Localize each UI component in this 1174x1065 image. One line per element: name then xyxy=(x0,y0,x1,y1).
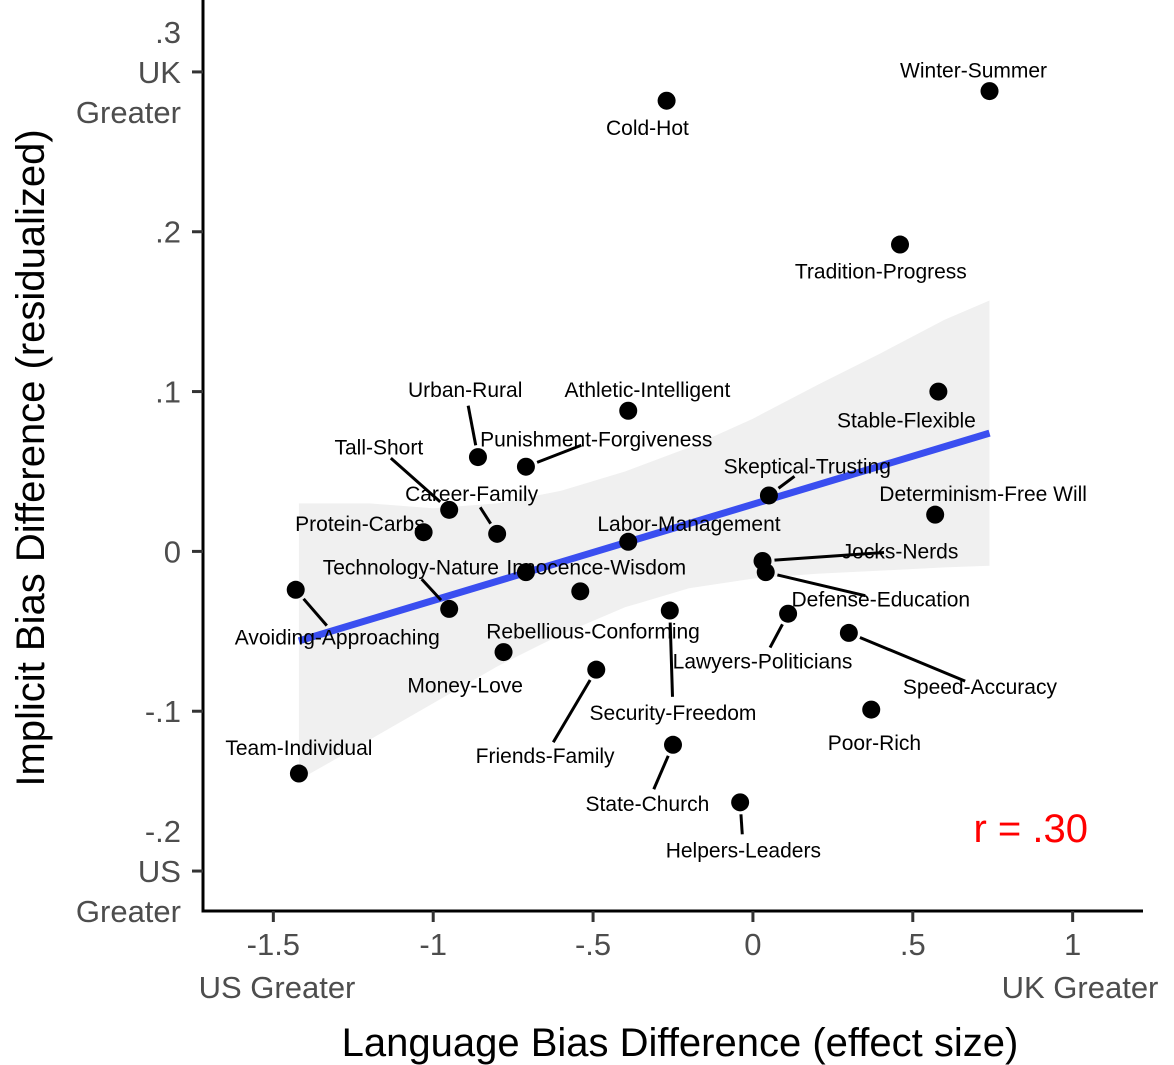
point-label: Protein-Carbs. xyxy=(295,513,430,536)
x-tick-label: -1 xyxy=(419,927,447,962)
x-tick-label: .5 xyxy=(900,927,926,962)
leader-line xyxy=(302,597,328,627)
y-tick-label: 0 xyxy=(164,534,181,569)
data-point xyxy=(926,505,945,524)
point-labels-layer: Winter-Summer Cold-Hot Tradition-Progress A… xyxy=(225,59,1087,862)
y-tick-label: -.1 xyxy=(145,694,181,729)
data-point xyxy=(619,401,638,420)
axes-layer: -1.5 -1 -.5 0 .5 1 .3 UK Greater .2 .1 0 -.1 -.2 US Gre… xyxy=(76,0,1143,962)
data-point xyxy=(488,524,507,543)
point-label: Money-Love xyxy=(407,675,523,698)
leader-line xyxy=(478,506,492,525)
point-label: Friends-Family xyxy=(476,745,615,768)
point-label: Defense-Education xyxy=(792,588,971,611)
leader-line xyxy=(551,679,592,743)
data-point xyxy=(440,599,459,618)
y-tick-label: .3 UK Greater xyxy=(76,15,181,130)
y-tick-label: -.2 US Greater xyxy=(76,814,181,929)
point-label: Poor-Rich xyxy=(828,732,921,755)
data-point xyxy=(657,91,676,110)
fit-line-layer xyxy=(297,429,991,645)
point-label: Labor-Management xyxy=(597,513,780,536)
data-point xyxy=(494,643,513,662)
leader-line xyxy=(774,551,885,562)
data-point xyxy=(660,601,679,620)
leader-line xyxy=(652,755,670,790)
leader-line xyxy=(777,573,866,598)
x-tick-label: 1 xyxy=(1064,927,1081,962)
point-label: Tradition-Progress xyxy=(795,261,967,284)
leader-line xyxy=(739,814,744,835)
stat-annotation: r = .30 xyxy=(973,807,1088,851)
data-point xyxy=(759,486,778,505)
data-point xyxy=(839,623,858,642)
point-label: Speed-Accuracy xyxy=(903,676,1058,699)
x-side-label-right: UK Greater xyxy=(1002,970,1159,1005)
data-point xyxy=(862,700,881,719)
leader-line xyxy=(668,622,674,697)
data-point xyxy=(440,500,459,519)
data-point xyxy=(779,604,798,623)
leader-line xyxy=(389,456,442,504)
leader-line xyxy=(859,636,966,683)
point-label: Urban-Rural xyxy=(408,379,522,402)
x-tick-label: -1.5 xyxy=(247,927,300,962)
x-tick-label: 0 xyxy=(744,927,761,962)
data-point xyxy=(286,580,305,599)
point-label: Jocks-Nerds xyxy=(842,540,959,563)
point-label: State-Church xyxy=(586,793,710,816)
data-point xyxy=(891,235,910,254)
leader-line xyxy=(768,623,784,649)
point-label: Stable-Flexible xyxy=(837,409,976,432)
leader-line xyxy=(536,443,582,464)
leader-line xyxy=(420,578,443,602)
point-label: Cold-Hot xyxy=(606,117,689,140)
point-label: Determinism-Free Will xyxy=(879,483,1087,506)
point-label: Winter-Summer xyxy=(900,59,1047,82)
point-label: Tall-Short xyxy=(334,437,423,460)
leader-line xyxy=(466,405,478,446)
data-point xyxy=(289,764,308,783)
point-label: Security-Freedom xyxy=(590,702,757,725)
x-tick-label: -.5 xyxy=(575,927,611,962)
point-label: Team-Individual xyxy=(225,737,372,760)
data-point xyxy=(664,735,682,754)
x-axis-title: Language Bias Difference (effect size) xyxy=(342,1021,1019,1065)
y-tick-label: .2 xyxy=(155,215,181,250)
data-point xyxy=(929,382,948,401)
point-label: Skeptical-Trusting xyxy=(724,456,891,479)
data-point xyxy=(587,660,606,679)
point-label: Avoiding-Approaching xyxy=(235,627,440,650)
point-label: Lawyers-Politicians xyxy=(673,651,853,674)
data-point xyxy=(619,532,638,551)
point-label: Punishment-Forgiveness xyxy=(480,429,712,452)
x-side-label-left: US Greater xyxy=(199,970,356,1005)
leader-line xyxy=(777,475,796,490)
point-label: Career-Family xyxy=(405,483,539,506)
point-label: Rebellious-Conforming xyxy=(486,620,700,643)
y-tick-label: .1 xyxy=(155,375,181,410)
data-point xyxy=(516,563,535,582)
regression-line xyxy=(297,429,991,645)
data-point xyxy=(571,582,590,601)
data-point xyxy=(731,793,750,812)
y-axis-title: Implicit Bias Difference (residualized) xyxy=(9,129,53,786)
data-point xyxy=(980,82,999,101)
point-label: Helpers-Leaders xyxy=(666,839,821,862)
points-layer xyxy=(286,82,999,812)
point-label: Athletic-Intelligent xyxy=(565,379,731,402)
data-point xyxy=(516,457,535,476)
leader-lines-layer xyxy=(302,405,966,835)
point-label: Technology-Nature xyxy=(323,556,499,579)
point-label: Innocence-Wisdom xyxy=(506,556,686,579)
data-point xyxy=(468,448,487,467)
data-point xyxy=(414,523,433,542)
data-point xyxy=(756,563,775,582)
